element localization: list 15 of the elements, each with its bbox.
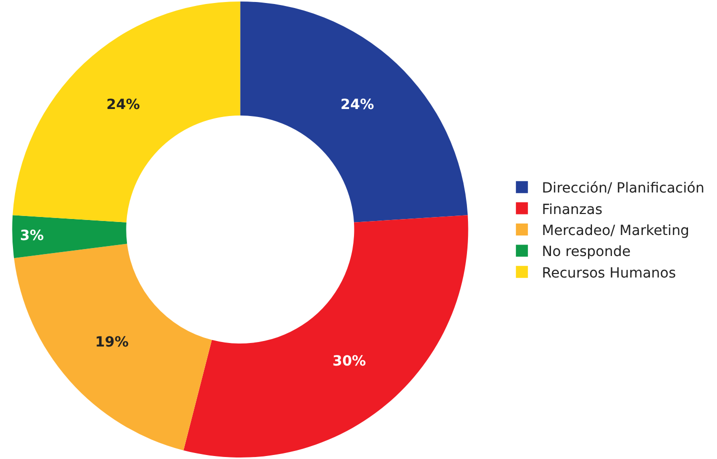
legend-label: No responde xyxy=(542,244,631,260)
donut-slice xyxy=(12,215,128,258)
data-label: 24% xyxy=(340,96,374,113)
donut-slice xyxy=(14,244,212,450)
data-label: 3% xyxy=(20,228,44,244)
legend-label: Finanzas xyxy=(542,202,602,218)
legend-label: Mercadeo/ Marketing xyxy=(542,222,690,239)
donut-slice xyxy=(240,1,468,222)
data-label: 24% xyxy=(106,96,140,113)
legend-label: Recursos Humanos xyxy=(542,265,676,282)
legend-label: Dirección/ Planificación xyxy=(542,180,704,197)
donut-slice xyxy=(12,1,240,222)
donut-slice xyxy=(183,215,468,458)
data-label: 30% xyxy=(332,353,366,370)
data-label: 19% xyxy=(95,334,129,351)
